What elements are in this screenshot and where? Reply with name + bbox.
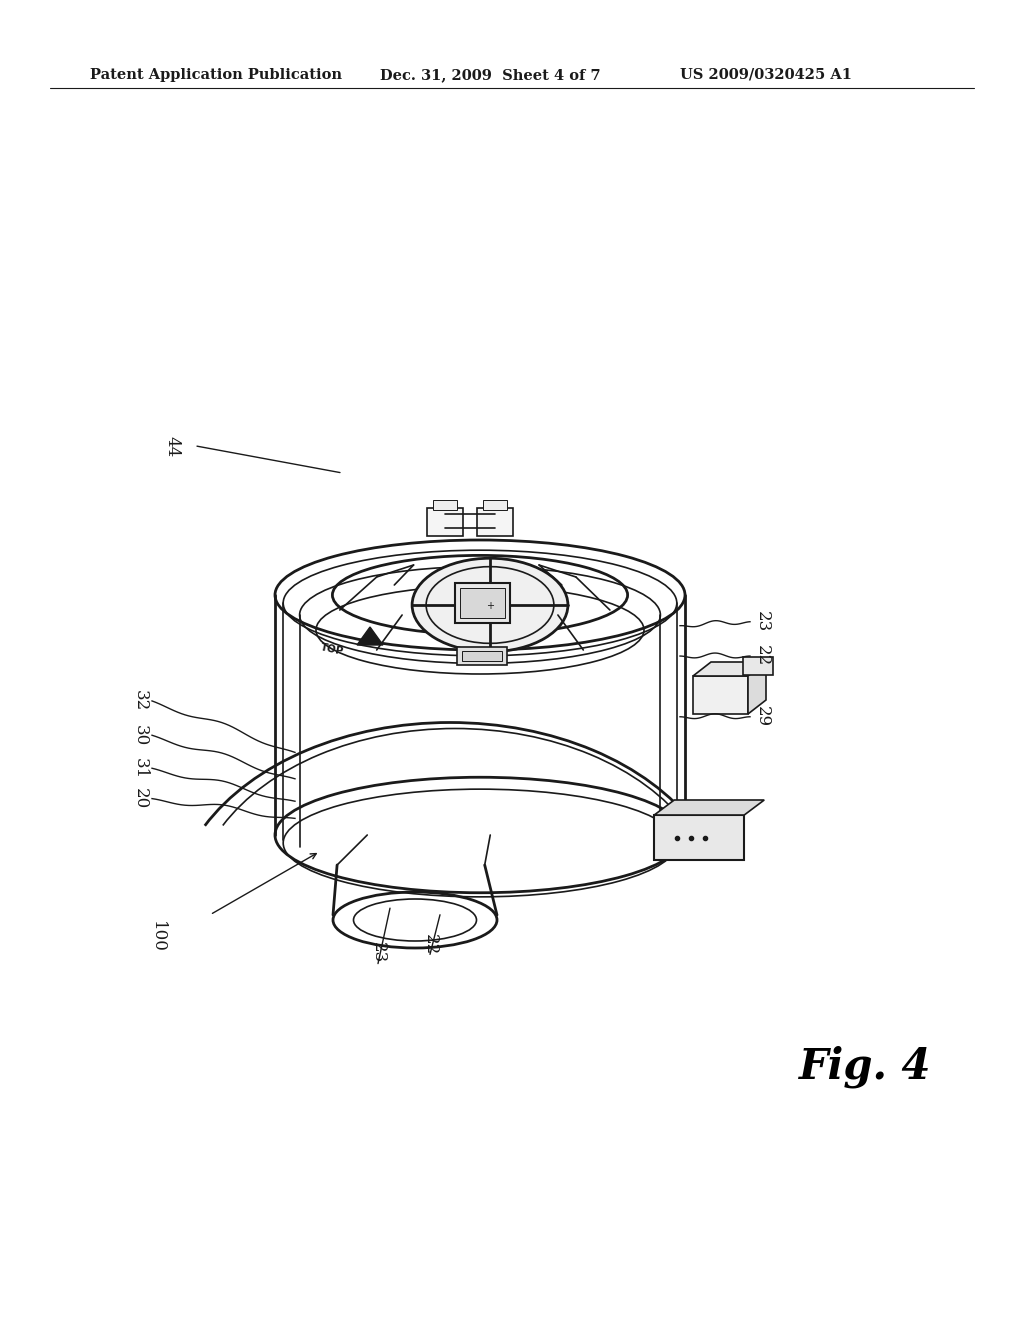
Text: 23: 23 (370, 942, 386, 964)
Text: 22: 22 (422, 935, 438, 956)
Text: US 2009/0320425 A1: US 2009/0320425 A1 (680, 69, 852, 82)
FancyBboxPatch shape (693, 676, 748, 714)
Polygon shape (357, 627, 383, 645)
Ellipse shape (412, 558, 568, 652)
FancyBboxPatch shape (433, 500, 457, 510)
Polygon shape (654, 800, 764, 814)
Text: 100: 100 (148, 921, 166, 953)
Text: Patent Application Publication: Patent Application Publication (90, 69, 342, 82)
Text: 20: 20 (131, 788, 148, 809)
Polygon shape (693, 663, 766, 676)
Text: 31: 31 (131, 758, 148, 779)
Text: 44: 44 (164, 436, 180, 457)
FancyBboxPatch shape (457, 647, 507, 665)
Text: Dec. 31, 2009  Sheet 4 of 7: Dec. 31, 2009 Sheet 4 of 7 (380, 69, 601, 82)
Polygon shape (748, 663, 766, 714)
FancyBboxPatch shape (455, 583, 510, 623)
FancyBboxPatch shape (460, 587, 505, 618)
Text: Fig. 4: Fig. 4 (799, 1045, 932, 1088)
FancyBboxPatch shape (654, 814, 744, 861)
Text: +: + (486, 601, 494, 611)
FancyBboxPatch shape (483, 500, 507, 510)
Text: 22: 22 (754, 645, 770, 667)
Text: 29: 29 (754, 706, 770, 727)
FancyBboxPatch shape (462, 651, 502, 661)
Text: TOP: TOP (319, 643, 345, 657)
FancyBboxPatch shape (427, 508, 463, 536)
FancyBboxPatch shape (743, 657, 773, 675)
Text: 23: 23 (754, 611, 770, 632)
FancyBboxPatch shape (477, 508, 513, 536)
Text: 32: 32 (131, 690, 148, 711)
Text: 30: 30 (131, 725, 148, 746)
